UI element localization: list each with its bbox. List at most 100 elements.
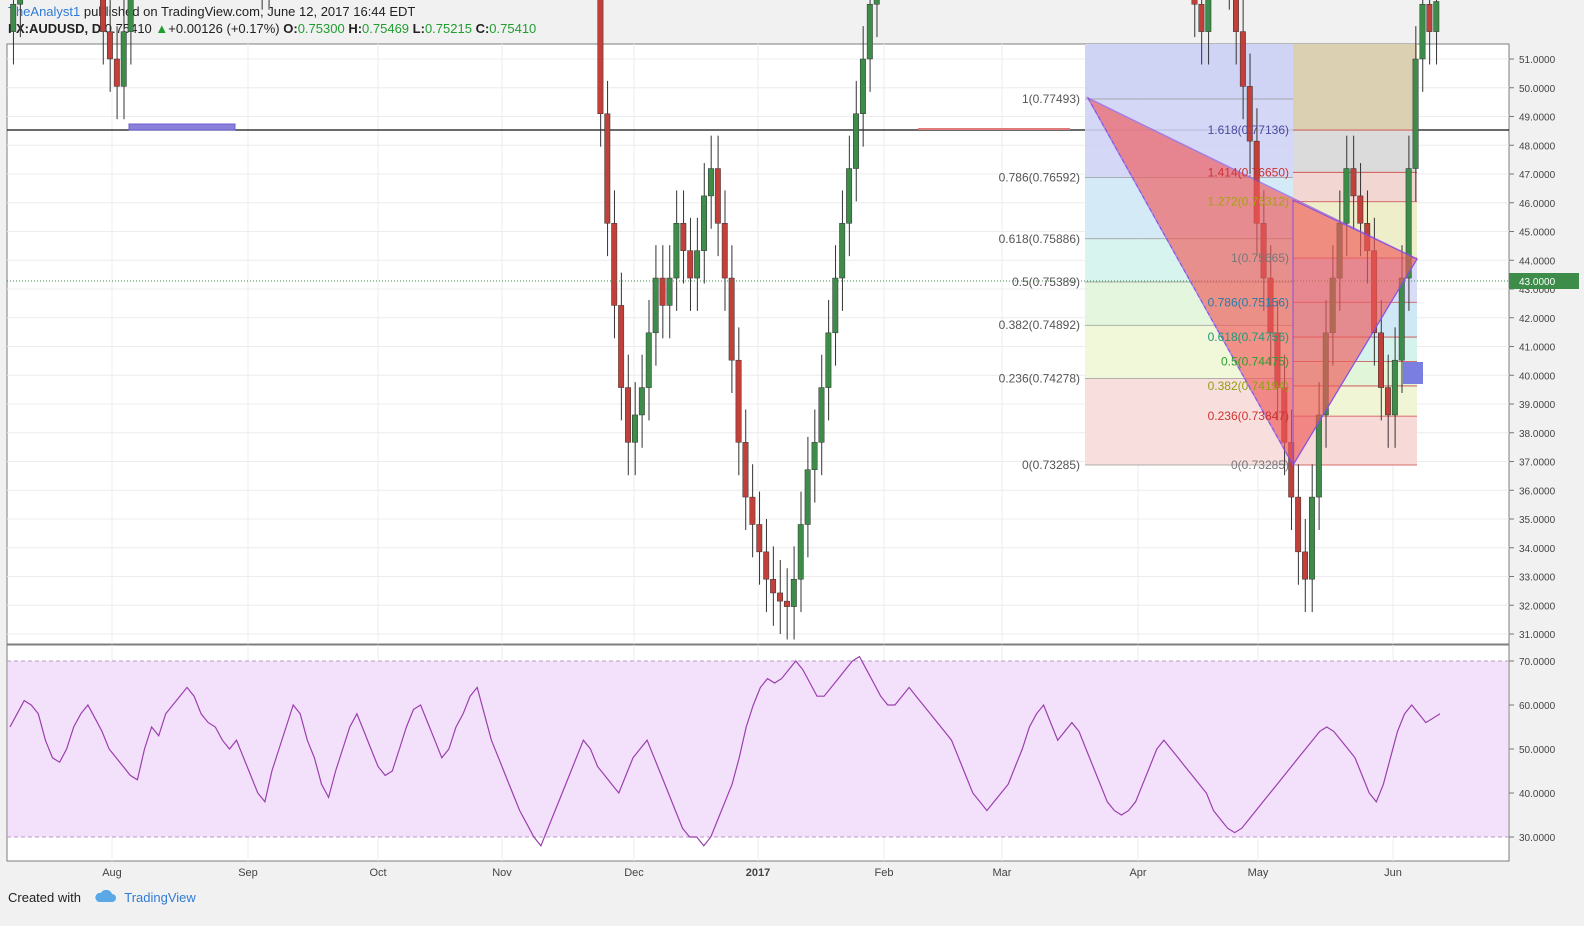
y-tick-label: 51.0000 [1519,55,1556,66]
candle-body [756,524,763,553]
x-tick-label: Jun [1384,867,1402,879]
candle-body [113,58,120,87]
x-tick-label: Dec [624,867,644,879]
y-tick-label: 50.0000 [1519,84,1556,95]
created-with-label: Created with [8,890,81,905]
candle-body [714,168,721,224]
x-tick-label: May [1248,867,1269,879]
y-tick-label: 32.0000 [1519,601,1556,612]
candle-body [1412,58,1419,169]
x-tick-label: Nov [492,867,512,879]
y-tick-label: 45.0000 [1519,228,1556,239]
y-tick-label: 49.0000 [1519,113,1556,124]
candle-body [1239,31,1246,87]
fib1-label: 0.236(0.74278) [999,372,1080,386]
author-link[interactable]: TheAnalyst1 [8,4,81,19]
candle-body [777,592,783,602]
tradingview-cloud-icon [93,889,117,907]
y-tick-label: 35.0000 [1519,515,1556,526]
y-tick-label: 31.0000 [1519,630,1556,641]
candle-body [673,223,680,279]
y-tick-label: 34.0000 [1519,544,1556,555]
candle-body [839,223,846,279]
candle-body [611,223,618,306]
candle-body [1398,277,1405,361]
fib2-label: 1.618(0.77136) [1208,123,1289,137]
x-tick-label: Feb [875,867,894,879]
rsi-band-fill [8,661,1508,837]
pattern-xa-dash [1087,97,1294,466]
low-value: 0.75215 [424,21,472,36]
candle-body [1426,3,1433,32]
x-tick-label: Oct [369,867,386,879]
candle-body [631,414,638,443]
publish-line: TheAnalyst1 published on TradingView.com… [8,4,415,19]
candle-body [1315,414,1322,498]
candle-body [666,277,673,306]
candle-body [1391,359,1398,416]
candle-body [618,305,625,388]
resistance-zone-aug [128,123,236,131]
candle-body [1205,0,1212,32]
candle-body [1343,168,1350,224]
fib1-label: 0.618(0.75886) [999,232,1080,246]
x-tick-label: 2017 [746,867,770,879]
candle-body [106,31,113,60]
rsi-tick-label: 30.0000 [1519,833,1556,844]
price-change: +0.00126 (+0.17%) [168,21,280,36]
candle-body [866,3,873,60]
candle-body [1405,168,1412,279]
candle-body [1384,387,1391,416]
symbol-label[interactable]: FX:AUDUSD, D [8,21,102,36]
y-tick-label: 46.0000 [1519,199,1556,210]
candle-body [742,442,749,498]
candle-body [1302,551,1308,580]
candle-body [694,250,701,279]
candle-body [1198,3,1205,32]
candle-body [1419,3,1426,60]
rsi-indicator: 30.0000 40.0000 50.0000 60.0000 70.0000 [7,655,1556,847]
y-tick-label: 43.0000 [1519,285,1556,296]
candle-body [721,223,728,279]
high-value: 0.75469 [362,21,410,36]
x-tick-label: Aug [102,867,122,879]
target-box [1403,362,1423,384]
candle-body [1357,195,1364,224]
x-tick-label: Apr [1129,867,1146,879]
y-tick-label: 41.0000 [1519,343,1556,354]
candle-body [10,3,17,32]
last-price-tag [1509,273,1579,289]
time-axis[interactable]: Aug Sep Oct Nov Dec 2017 Feb Mar Apr May Jun [102,867,1402,879]
price-axis[interactable]: 31.0000 32.0000 33.0000 34.0000 35.0000 36.00… [1509,55,1579,641]
candle-body [1350,168,1357,197]
candle-body [735,359,742,443]
candle-body [1378,332,1384,388]
candle-body [770,578,777,594]
y-tick-label: 36.0000 [1519,486,1556,497]
candle-body [853,113,859,169]
candle-body [687,250,694,279]
y-tick-label: 37.0000 [1519,458,1556,469]
low-label: L: [412,21,425,36]
fib2-label: 0.236(0.73847) [1208,409,1289,423]
close-value: 0.75410 [489,21,537,36]
fib2-label: 0.786(0.75156) [1208,295,1289,309]
published-text: published on TradingView.com, June 12, 2… [83,4,416,19]
x-tick-label: Sep [238,867,258,879]
candle-body [818,387,825,443]
high-label: H: [348,21,363,36]
candle-body [846,168,853,224]
fib1-label: 1(0.77493) [1022,92,1080,106]
candle-body [100,0,106,32]
fib2-label: 1.414(0.76650) [1208,165,1289,179]
fib2-label: 1(0.75665) [1231,251,1289,265]
candle-body [17,0,24,5]
x-tick-label: Mar [993,867,1012,879]
open-label: O: [283,21,298,36]
fib2-zone [1293,130,1417,173]
tradingview-brand[interactable]: TradingView [124,890,196,905]
fib2-label: 0(0.73285) [1231,458,1289,472]
candle-body [659,277,666,306]
candle-body [763,551,770,580]
